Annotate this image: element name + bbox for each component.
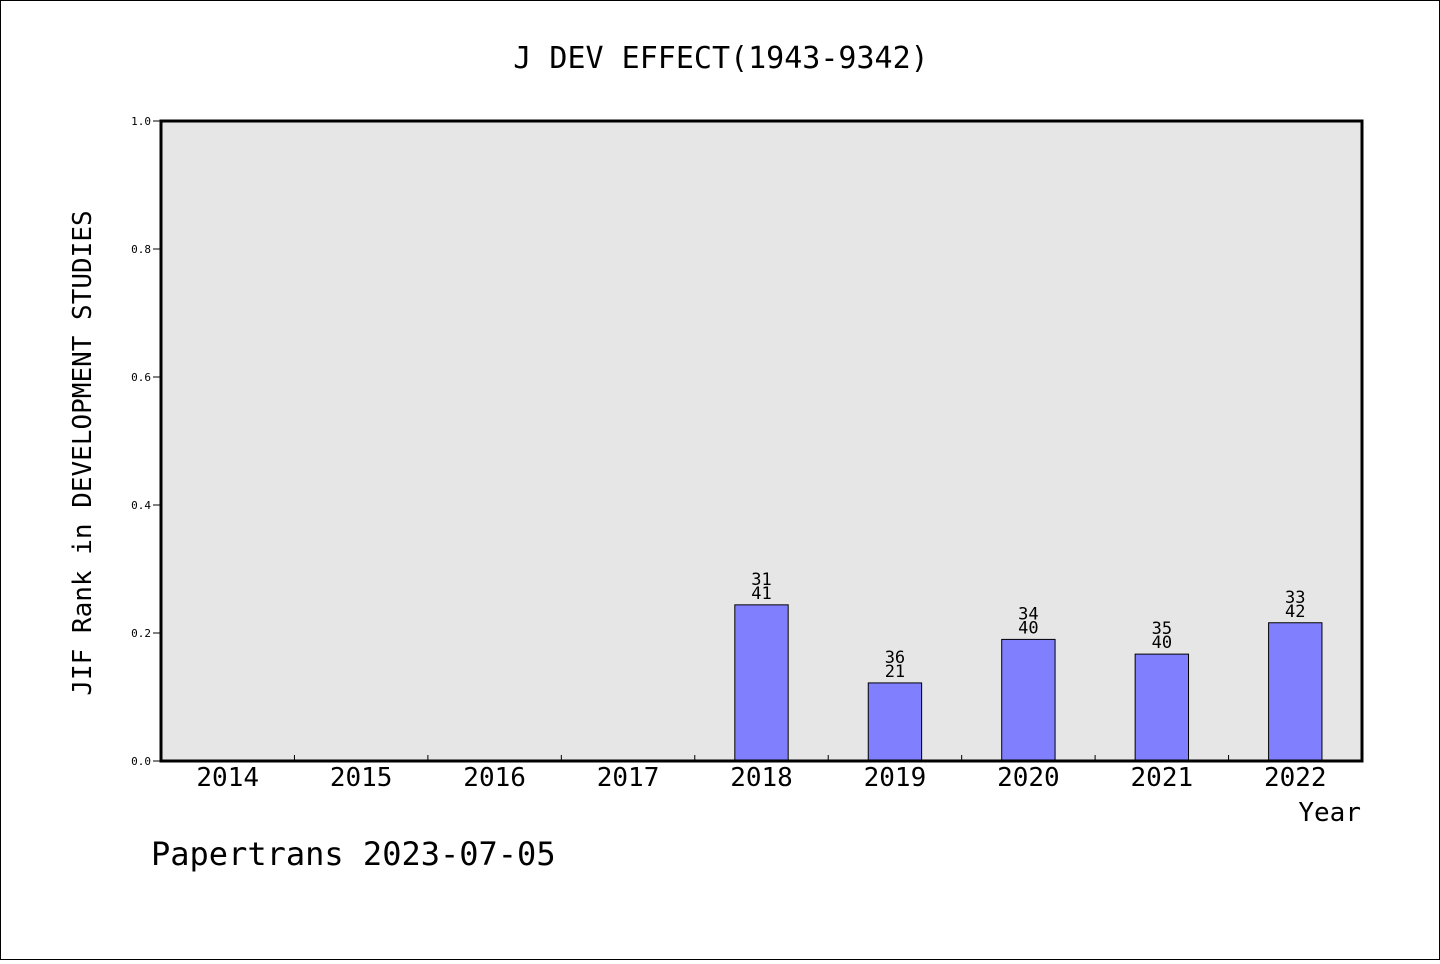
x-tick-label-2021: 2021	[1131, 763, 1194, 793]
x-tick-label-2015: 2015	[330, 763, 393, 793]
x-tick-label-2020: 2020	[997, 763, 1060, 793]
bar-2021	[1134, 653, 1190, 762]
y-axis-label: JIF Rank in DEVELOPMENT STUDIES	[68, 210, 98, 695]
bar-2019	[867, 682, 923, 762]
x-tick-label-2014: 2014	[196, 763, 259, 793]
bar-rank-label-2021: 35	[1152, 619, 1172, 639]
bar-total-label-2022: 42	[1285, 602, 1305, 622]
bar-2022	[1268, 622, 1323, 762]
bar-2020	[1001, 638, 1056, 762]
x-tick-label-2017: 2017	[597, 763, 660, 793]
y-tick-label-1.0: 1.0	[131, 115, 151, 128]
y-tick-label-0.6: 0.6	[131, 371, 151, 384]
x-axis-label: Year	[1298, 798, 1361, 828]
bar-total-label-2019: 21	[885, 662, 905, 682]
plot-border	[159, 119, 1364, 763]
bar-rank-label-2018: 31	[751, 570, 771, 590]
x-tick-label-2022: 2022	[1264, 763, 1327, 793]
x-ticks-group: 2014 2015 2016 2017 2018 2019 2020 2021 2022	[196, 755, 1327, 793]
chart-title: J DEV EFFECT(1943-9342)	[513, 41, 928, 76]
bar-rank-label-2020: 34	[1018, 604, 1038, 624]
x-tick-label-2019: 2019	[864, 763, 927, 793]
y-tick-label-0.2: 0.2	[131, 627, 151, 640]
y-tick-label-0.8: 0.8	[131, 243, 151, 256]
bar-rank-label-2022: 33	[1285, 588, 1305, 608]
footer-credit: Papertrans 2023-07-05	[151, 835, 556, 873]
y-ticks-group: 0.0 0.2 0.4 0.6 0.8 1.0	[131, 115, 161, 768]
x-tick-label-2018: 2018	[730, 763, 793, 793]
y-tick-label-0.0: 0.0	[131, 755, 151, 768]
y-tick-label-0.4: 0.4	[131, 499, 151, 512]
bar-rank-label-2019: 36	[885, 648, 905, 668]
x-tick-label-2016: 2016	[463, 763, 526, 793]
bar-2018	[734, 604, 789, 762]
bar-total-label-2021: 40	[1152, 633, 1172, 653]
bar-total-label-2018: 41	[751, 584, 771, 604]
bar-total-label-2020: 40	[1018, 618, 1038, 638]
